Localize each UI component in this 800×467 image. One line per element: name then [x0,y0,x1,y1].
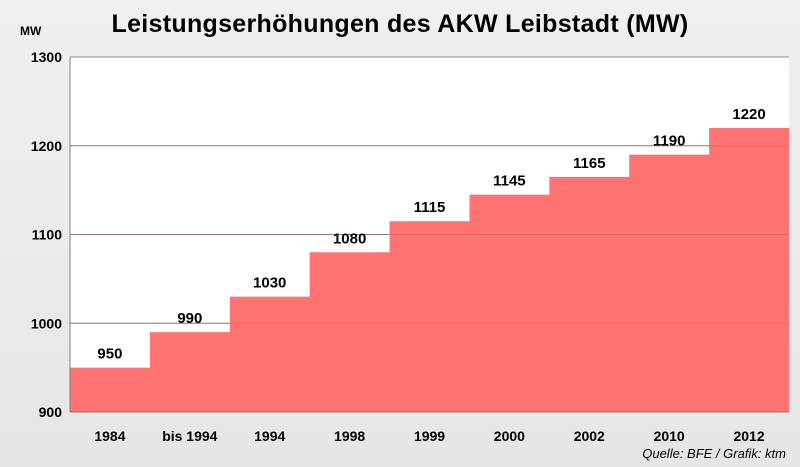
y-tick-label: 1200 [31,138,62,154]
chart-title: Leistungserhöhungen des AKW Leibstadt (M… [111,10,689,38]
data-label: 990 [177,310,202,327]
y-tick-label: 1000 [31,315,62,331]
y-tick-label: 1300 [31,49,62,65]
source-credit: Quelle: BFE / Grafik: ktm [642,446,786,461]
y-axis-unit: MW [20,24,42,38]
x-tick-label: 1998 [334,428,365,444]
x-tick-label: 2010 [654,428,685,444]
y-tick-label: 900 [39,404,63,420]
data-label: 950 [97,346,122,363]
x-tick-label: 2000 [494,428,525,444]
data-label: 1030 [253,275,286,292]
data-label: 1080 [333,230,366,247]
data-label: 1165 [573,155,606,172]
x-tick-label: 2002 [574,428,605,444]
y-tick-label: 1100 [32,227,63,243]
data-label: 1115 [414,199,446,216]
x-tick-label: 1984 [94,428,125,444]
data-label: 1190 [653,133,686,150]
data-label: 1220 [732,106,765,123]
x-tick-label: 1999 [414,428,445,444]
x-tick-label: 1994 [254,428,285,444]
data-label: 1145 [493,173,526,190]
x-tick-label: bis 1994 [162,428,217,444]
step-area-series [70,128,789,412]
x-tick-label: 2012 [733,428,764,444]
